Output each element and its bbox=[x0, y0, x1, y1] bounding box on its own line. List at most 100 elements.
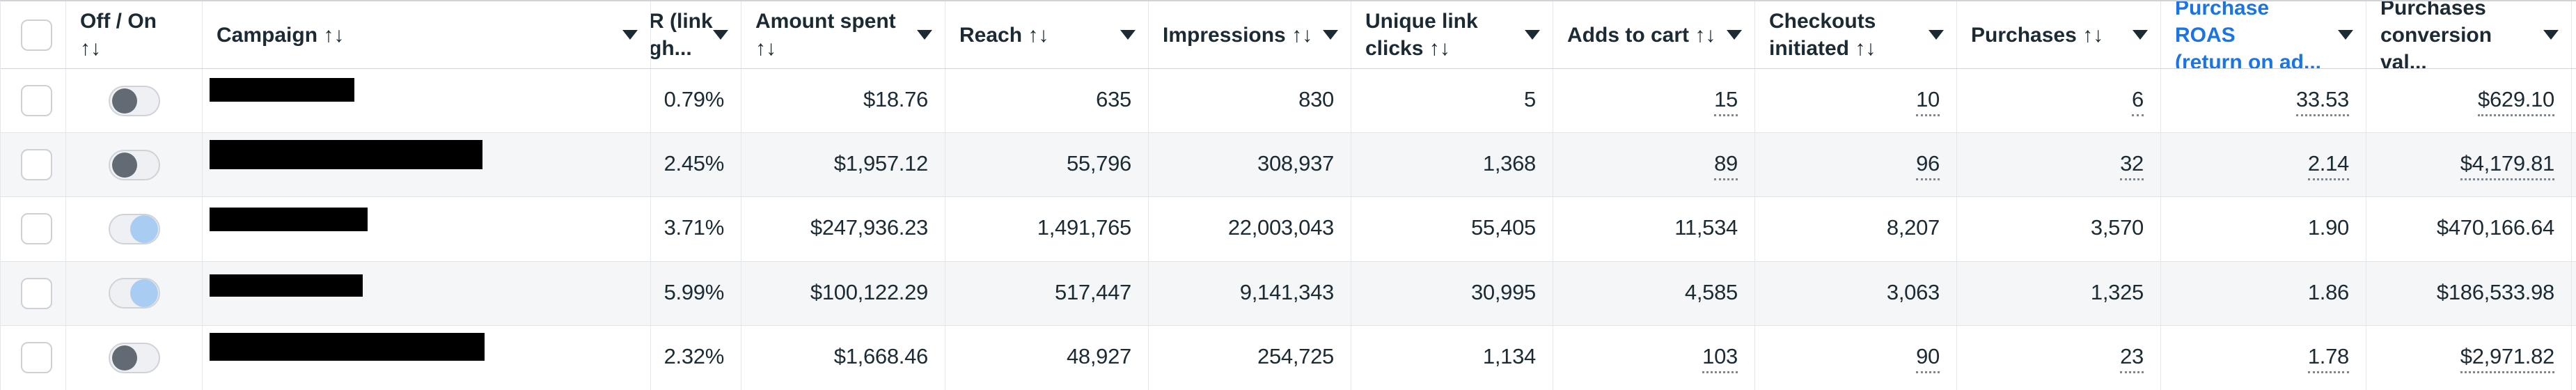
chevron-down-icon[interactable] bbox=[2543, 30, 2559, 40]
header-cell-unique-link-clicks[interactable]: Unique link clicks ↑↓ bbox=[1351, 1, 1553, 68]
header-cell-ctr[interactable]: R (link gh... bbox=[651, 1, 741, 68]
unique-link-clicks-value: 1,368 bbox=[1482, 151, 1536, 176]
chevron-down-icon[interactable] bbox=[1727, 30, 1742, 40]
sort-arrows-icon[interactable]: ↑↓ bbox=[80, 37, 101, 60]
checkouts-initiated-value[interactable]: 96 bbox=[1916, 151, 1940, 181]
purchases-value[interactable]: 32 bbox=[2120, 151, 2144, 181]
purchases-value: 1,325 bbox=[2090, 279, 2144, 304]
purchase-roas-header-label-line2: (return on ad... bbox=[2175, 50, 2321, 69]
row-checkbox[interactable] bbox=[21, 85, 52, 117]
header-cell-checkouts-initiated[interactable]: Checkouts initiated ↑↓ bbox=[1755, 1, 1957, 68]
purchases-conversion-value-header-label-line1: Purchases bbox=[2380, 1, 2486, 20]
header-cell-campaign[interactable]: Campaign ↑↓ bbox=[203, 1, 651, 68]
campaign-toggle[interactable] bbox=[108, 149, 160, 180]
redacted-campaign-name bbox=[210, 208, 368, 232]
purchases-conversion-value-value[interactable]: $2,971.82 bbox=[2460, 344, 2554, 373]
cell-campaign-name[interactable] bbox=[203, 261, 651, 325]
row-checkbox[interactable] bbox=[21, 277, 52, 309]
reach-value: 1,491,765 bbox=[1037, 215, 1132, 240]
cell-amount-spent: $1,957.12 bbox=[741, 133, 945, 197]
ctr-value: 0.79% bbox=[663, 87, 725, 111]
purchases-value: 3,570 bbox=[2090, 215, 2144, 240]
cell-purchases: 6 bbox=[1957, 69, 2161, 133]
ctr-value: 5.99% bbox=[663, 279, 725, 304]
ctr-value: 3.71% bbox=[663, 215, 725, 240]
table-row: 2.45% $1,957.12 55,796 308,937 1,368 89 … bbox=[1, 133, 2576, 198]
purchase-roas-value[interactable]: 2.14 bbox=[2307, 151, 2349, 181]
purchases-value[interactable]: 23 bbox=[2120, 344, 2144, 373]
chevron-down-icon[interactable] bbox=[1120, 30, 1136, 40]
header-cell-purchases[interactable]: Purchases ↑↓ bbox=[1957, 1, 2161, 68]
adds-to-cart-value[interactable]: 89 bbox=[1714, 151, 1738, 181]
impressions-value: 308,937 bbox=[1257, 151, 1334, 176]
cell-campaign-name[interactable] bbox=[203, 133, 651, 197]
reach-value: 635 bbox=[1096, 87, 1131, 111]
header-edge-sliver bbox=[2572, 1, 2576, 68]
unique-link-clicks-value: 5 bbox=[1524, 87, 1536, 111]
table-row: 0.79% $18.76 635 830 5 15 10 6 33.53 $62… bbox=[1, 69, 2576, 134]
adds-to-cart-value[interactable]: 15 bbox=[1714, 87, 1738, 116]
chevron-down-icon[interactable] bbox=[1323, 30, 1338, 40]
campaign-toggle[interactable] bbox=[108, 342, 160, 373]
campaign-toggle[interactable] bbox=[108, 213, 160, 244]
checkouts-initiated-value: 3,063 bbox=[1886, 279, 1940, 304]
campaign-toggle[interactable] bbox=[108, 85, 160, 116]
cell-off-on bbox=[66, 133, 203, 197]
cell-impressions: 9,141,343 bbox=[1149, 261, 1351, 325]
cell-checkouts-initiated: 10 bbox=[1755, 69, 1957, 133]
row-checkbox[interactable] bbox=[21, 213, 52, 245]
cell-amount-spent: $1,668.46 bbox=[741, 325, 945, 390]
header-cell-purchase-roas[interactable]: Purchase ROAS (return on ad... bbox=[2161, 1, 2366, 68]
checkouts-initiated-value[interactable]: 90 bbox=[1916, 344, 1940, 373]
cell-off-on bbox=[66, 69, 203, 133]
select-all-checkbox[interactable] bbox=[21, 19, 52, 51]
purchases-conversion-value-value[interactable]: $629.10 bbox=[2478, 87, 2554, 116]
cell-reach: 1,491,765 bbox=[945, 197, 1149, 261]
purchases-conversion-value-value[interactable]: $4,179.81 bbox=[2460, 151, 2554, 181]
row-checkbox[interactable] bbox=[21, 149, 52, 181]
off-on-header-label: Off / On bbox=[80, 10, 157, 33]
cell-campaign-name[interactable] bbox=[203, 69, 651, 133]
row-checkbox[interactable] bbox=[21, 342, 52, 374]
header-cell-adds-to-cart[interactable]: Adds to cart ↑↓ bbox=[1553, 1, 1755, 68]
cell-purchase-roas: 1.86 bbox=[2161, 261, 2366, 325]
ctr-header-label-line2: gh... bbox=[651, 37, 692, 60]
chevron-down-icon[interactable] bbox=[713, 30, 728, 40]
checkouts-initiated-value[interactable]: 10 bbox=[1916, 87, 1940, 116]
header-cell-impressions[interactable]: Impressions ↑↓ bbox=[1149, 1, 1351, 68]
header-cell-off-on[interactable]: Off / On ↑↓ bbox=[66, 1, 203, 68]
amount-spent-header-label: Amount spent bbox=[755, 10, 896, 33]
adds-to-cart-header-label: Adds to cart ↑↓ bbox=[1567, 23, 1716, 47]
cell-purchases: 32 bbox=[1957, 133, 2161, 197]
chevron-down-icon[interactable] bbox=[917, 30, 932, 40]
amount-spent-value: $18.76 bbox=[863, 87, 928, 111]
campaign-toggle[interactable] bbox=[108, 278, 160, 309]
cell-campaign-name[interactable] bbox=[203, 325, 651, 390]
cell-purchase-roas: 1.78 bbox=[2161, 325, 2366, 390]
cell-purchase-roas: 33.53 bbox=[2161, 69, 2366, 133]
cell-ctr: 2.45% bbox=[651, 133, 741, 197]
row-edge-sliver bbox=[2572, 133, 2576, 196]
chevron-down-icon[interactable] bbox=[1525, 30, 1540, 40]
amount-spent-value: $100,122.29 bbox=[810, 279, 928, 304]
chevron-down-icon[interactable] bbox=[2338, 30, 2353, 40]
cell-adds-to-cart: 15 bbox=[1553, 69, 1755, 133]
cell-campaign-name[interactable] bbox=[203, 197, 651, 261]
purchases-header-label: Purchases ↑↓ bbox=[1971, 23, 2104, 47]
cell-select bbox=[1, 69, 66, 133]
header-cell-reach[interactable]: Reach ↑↓ bbox=[945, 1, 1149, 68]
header-cell-amount-spent[interactable]: Amount spent ↑↓ bbox=[741, 1, 945, 68]
purchase-roas-value[interactable]: 33.53 bbox=[2295, 87, 2349, 116]
sort-arrows-icon[interactable]: ↑↓ bbox=[755, 37, 776, 60]
purchase-roas-value[interactable]: 1.78 bbox=[2307, 344, 2349, 373]
chevron-down-icon[interactable] bbox=[622, 30, 638, 40]
header-cell-purchases-conversion-value[interactable]: Purchases conversion val... bbox=[2366, 1, 2572, 68]
chevron-down-icon[interactable] bbox=[1929, 30, 1944, 40]
adds-to-cart-value[interactable]: 103 bbox=[1702, 344, 1738, 373]
purchase-roas-value: 1.86 bbox=[2307, 279, 2349, 304]
cell-adds-to-cart: 11,534 bbox=[1553, 197, 1755, 261]
chevron-down-icon[interactable] bbox=[2133, 30, 2148, 40]
purchases-value[interactable]: 6 bbox=[2132, 87, 2144, 116]
purchases-conversion-value-header-label-line2: conversion val... bbox=[2380, 23, 2492, 69]
